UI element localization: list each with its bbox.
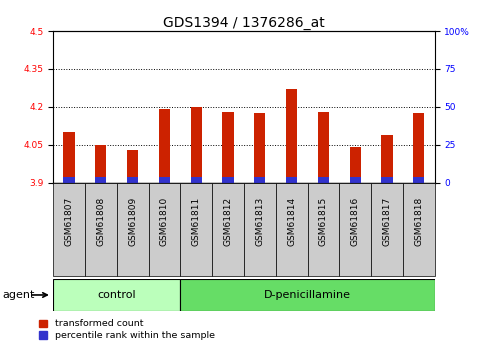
Bar: [212, 183, 244, 276]
Bar: [286, 89, 297, 183]
Bar: [403, 183, 435, 276]
Bar: [95, 177, 106, 183]
Bar: [244, 183, 276, 276]
Bar: [318, 177, 329, 183]
Text: GSM61812: GSM61812: [224, 197, 232, 246]
Bar: [382, 177, 393, 183]
Text: control: control: [98, 290, 136, 300]
Text: agent: agent: [2, 290, 35, 300]
Text: GSM61810: GSM61810: [160, 197, 169, 246]
Text: GSM61816: GSM61816: [351, 197, 360, 246]
Bar: [63, 177, 74, 183]
Text: GSM61808: GSM61808: [96, 197, 105, 246]
Bar: [350, 177, 361, 183]
Bar: [382, 135, 393, 183]
Bar: [85, 183, 117, 276]
Bar: [254, 113, 265, 183]
Bar: [276, 183, 308, 276]
Text: GSM61809: GSM61809: [128, 197, 137, 246]
Bar: [127, 150, 138, 183]
Text: GSM61813: GSM61813: [256, 197, 264, 246]
Text: GSM61814: GSM61814: [287, 197, 296, 246]
Bar: [53, 279, 180, 311]
Bar: [191, 177, 202, 183]
Text: GSM61807: GSM61807: [65, 197, 73, 246]
Bar: [413, 113, 425, 183]
Text: GSM61815: GSM61815: [319, 197, 328, 246]
Title: GDS1394 / 1376286_at: GDS1394 / 1376286_at: [163, 16, 325, 30]
Bar: [63, 132, 74, 183]
Text: GSM61817: GSM61817: [383, 197, 392, 246]
Bar: [223, 177, 234, 183]
Bar: [191, 107, 202, 183]
Bar: [159, 109, 170, 183]
Bar: [339, 183, 371, 276]
Bar: [159, 177, 170, 183]
Bar: [318, 112, 329, 183]
Legend: transformed count, percentile rank within the sample: transformed count, percentile rank withi…: [39, 319, 214, 340]
Bar: [149, 183, 180, 276]
Text: D-penicillamine: D-penicillamine: [264, 290, 351, 300]
Bar: [95, 145, 106, 183]
Bar: [53, 183, 85, 276]
Bar: [308, 183, 339, 276]
Text: GSM61811: GSM61811: [192, 197, 201, 246]
Bar: [413, 177, 425, 183]
Bar: [286, 177, 297, 183]
Bar: [117, 183, 149, 276]
Bar: [350, 147, 361, 183]
Bar: [254, 177, 265, 183]
Bar: [180, 279, 435, 311]
Bar: [127, 177, 138, 183]
Bar: [180, 183, 212, 276]
Text: GSM61818: GSM61818: [414, 197, 423, 246]
Bar: [371, 183, 403, 276]
Bar: [223, 112, 234, 183]
